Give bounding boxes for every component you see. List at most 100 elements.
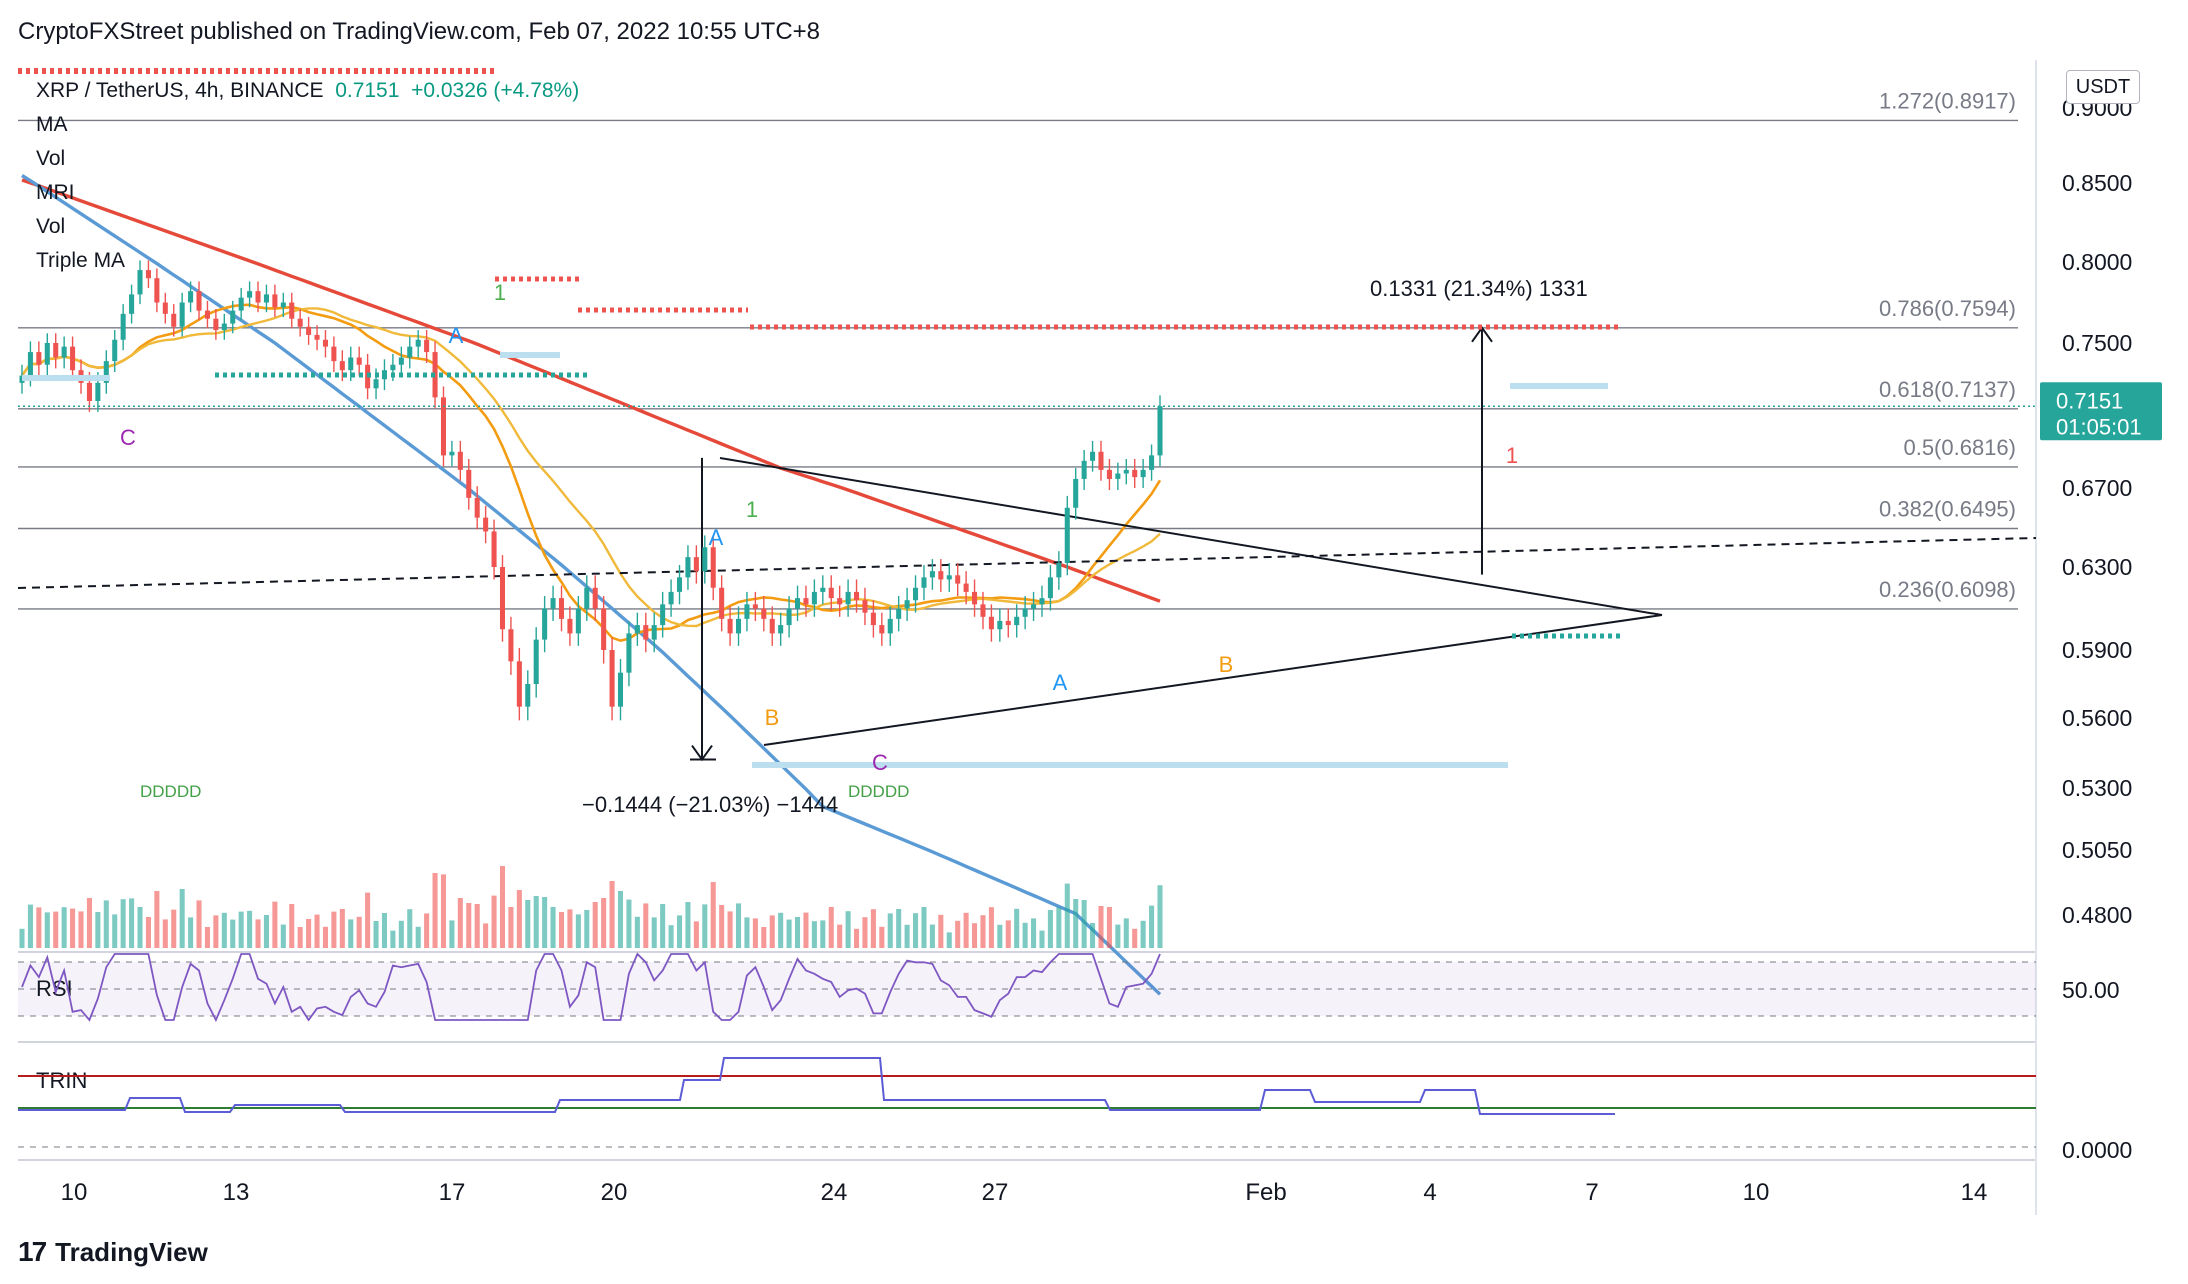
candle-body: [980, 604, 986, 617]
volume-bar: [719, 905, 725, 948]
volume-bar: [1039, 930, 1045, 948]
candle-body: [1022, 608, 1028, 617]
candle-body: [862, 600, 868, 613]
triangle-upper-line: [719, 457, 1663, 616]
volume-bar: [837, 924, 843, 948]
ma-mid-line: [21, 307, 1161, 628]
volume-bar: [1098, 906, 1104, 948]
candle-body: [339, 361, 345, 371]
price-change-label: +0.0326 (+4.78%): [411, 79, 580, 102]
candle-body: [297, 318, 303, 327]
pattern-label: A: [1053, 670, 1068, 695]
currency-button[interactable]: USDT: [2066, 70, 2140, 104]
volume-bar: [988, 907, 994, 948]
candle-body: [955, 575, 961, 584]
indicator-vol-2[interactable]: Vol: [36, 215, 66, 238]
ma-100-line: [21, 174, 1162, 996]
volume-bar: [179, 889, 185, 948]
candle-body: [786, 608, 792, 626]
volume-bar: [601, 898, 607, 948]
indicator-mri[interactable]: MRI: [36, 181, 75, 204]
volume-bar: [1014, 908, 1020, 948]
volume-bar: [348, 919, 354, 948]
candle-body: [1073, 478, 1079, 508]
volume-bar: [558, 912, 565, 948]
candle-body: [972, 591, 978, 605]
pattern-label: 1: [494, 280, 506, 305]
volume-bar: [769, 915, 775, 948]
candle-body: [162, 302, 168, 314]
volume-bar: [339, 909, 345, 948]
candle-body: [145, 270, 151, 279]
candle-body: [491, 531, 497, 567]
pattern-label: 1: [1506, 443, 1518, 468]
trin-pane: TRIN 0.0000: [18, 1057, 2132, 1163]
candle-body: [390, 364, 396, 371]
volume-bar: [221, 912, 227, 948]
candle-body: [929, 571, 935, 578]
volume-bar: [145, 917, 151, 948]
candle-body: [769, 618, 775, 634]
last-price-badge: [2040, 382, 2162, 441]
candle-body: [221, 323, 227, 331]
pattern-label: C: [872, 750, 888, 775]
volume-bar: [676, 915, 683, 948]
volume-bar: [1073, 899, 1079, 948]
candle-body: [643, 625, 649, 640]
volume-bar: [53, 911, 59, 948]
volume-bar: [297, 927, 303, 948]
candle-body: [53, 343, 59, 358]
candle-body: [407, 346, 413, 358]
price-axis-tick: 0.4800: [2062, 902, 2132, 928]
volume-bar: [365, 892, 371, 948]
indicator-vol[interactable]: Vol: [36, 147, 66, 170]
fib-label: 1.272(0.8917): [1879, 88, 2016, 113]
last-price-badge-value: 0.7151: [2056, 388, 2123, 413]
candle-body: [946, 575, 952, 580]
price-axis-tick: 0.6300: [2062, 554, 2132, 580]
last-price-countdown: 01:05:01: [2056, 414, 2142, 439]
candle-body: [837, 598, 843, 605]
indicator-ma[interactable]: MA: [36, 113, 68, 136]
volume-bar: [95, 912, 101, 948]
candle-body: [356, 357, 362, 365]
ma-fast-line: [20, 303, 1162, 643]
candle-body: [828, 587, 834, 599]
candle-body: [86, 382, 92, 401]
candle-body: [457, 451, 463, 470]
trin-axis-tick: 0.0000: [2062, 1137, 2132, 1163]
volume-bar: [491, 895, 497, 948]
volume-bar: [921, 907, 927, 948]
candle-body: [1081, 460, 1087, 479]
volume-bar: [1056, 907, 1062, 948]
volume-bar: [668, 925, 674, 948]
candle-body: [651, 625, 657, 640]
volume-bar: [103, 900, 109, 948]
volume-bar: [112, 914, 118, 948]
axes: 0.90000.85000.80000.75000.67000.63000.59…: [18, 95, 2162, 1206]
volume-bar: [1090, 923, 1096, 948]
volume-bar: [702, 904, 708, 948]
volume-bar: [803, 912, 809, 948]
volume-bar: [997, 924, 1003, 948]
volume-bar: [955, 920, 961, 948]
ma-200-line: [21, 178, 1161, 603]
candle-body: [112, 339, 118, 362]
candle-body: [1106, 469, 1112, 479]
volume-bar: [508, 907, 514, 948]
volume-bar: [255, 919, 261, 948]
indicator-triple-ma[interactable]: Triple MA: [36, 249, 126, 272]
time-axis-tick: 7: [1585, 1179, 1598, 1206]
volume-bar: [879, 926, 885, 948]
time-axis-tick: 10: [1743, 1179, 1770, 1206]
price-axis-tick: 0.5300: [2062, 775, 2132, 801]
volume-bar: [887, 913, 893, 948]
volume-bar: [238, 911, 244, 948]
volume-bar: [626, 899, 632, 948]
candle-body: [103, 361, 109, 383]
candle-body: [204, 310, 210, 319]
candle-body: [499, 567, 506, 630]
volume-bar: [457, 898, 463, 948]
volume-bar: [516, 890, 522, 948]
